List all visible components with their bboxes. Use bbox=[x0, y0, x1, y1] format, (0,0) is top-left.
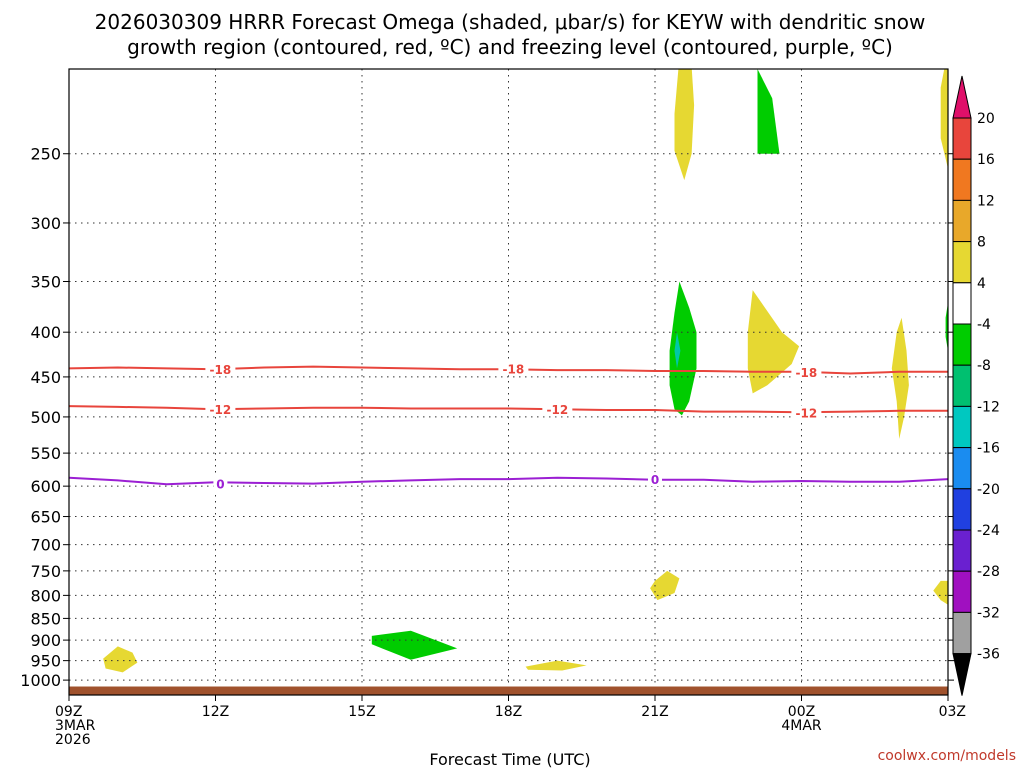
y-tick-label-850: 850 bbox=[30, 609, 61, 628]
omega-region-11 bbox=[103, 646, 138, 673]
omega-region-0 bbox=[674, 69, 695, 181]
y-tick-label-250: 250 bbox=[30, 145, 61, 164]
colorbar-label-2: 12 bbox=[977, 193, 995, 209]
y-tick-label-450: 450 bbox=[30, 368, 61, 387]
colorbar-label-9: -20 bbox=[977, 482, 1000, 498]
colorbar-label-1: 16 bbox=[977, 152, 995, 168]
colorbar-label-11: -28 bbox=[977, 564, 1000, 580]
x-tick-label-12-0: 21Z bbox=[641, 704, 668, 720]
contour-label--18: -18 bbox=[503, 362, 525, 376]
colorbar-label-0: 20 bbox=[977, 111, 995, 127]
y-tick-label-650: 650 bbox=[30, 508, 61, 527]
colorbar-label-3: 8 bbox=[977, 235, 986, 251]
omega-region-9 bbox=[933, 580, 948, 605]
credit-text[interactable]: coolwx.com/models bbox=[878, 748, 1016, 764]
colorbar-bin-9 bbox=[952, 488, 972, 531]
colorbar-bin-3 bbox=[952, 241, 972, 284]
contour-label-bg-0-1 bbox=[498, 361, 529, 376]
x-tick-label-18-0: 03Z bbox=[939, 704, 966, 720]
colorbar-bin-1 bbox=[952, 158, 972, 201]
x-tick-label-0-0: 09Z bbox=[55, 704, 82, 720]
contour-label-bg-0-0 bbox=[205, 362, 236, 377]
contour-label--12: -12 bbox=[796, 406, 818, 420]
colorbar-bin-6 bbox=[952, 364, 972, 407]
omega-region-2 bbox=[940, 69, 948, 169]
x-tick-label-3-0: 12Z bbox=[202, 704, 229, 720]
colorbar-label-8: -16 bbox=[977, 441, 1000, 457]
x-tick-label-15-0: 00Z bbox=[788, 704, 815, 720]
colorbar-label-10: -24 bbox=[977, 523, 1000, 539]
omega-region-1 bbox=[757, 69, 780, 154]
y-tick-label-950: 950 bbox=[30, 652, 61, 671]
chart-title-line-2: growth region (contoured, red, ºC) and f… bbox=[127, 35, 893, 59]
contour-label-bg-0-2 bbox=[791, 364, 822, 379]
omega-region-8 bbox=[650, 570, 680, 601]
y-tick-label-500: 500 bbox=[30, 408, 61, 427]
y-tick-label-400: 400 bbox=[30, 323, 61, 342]
y-tick-label-350: 350 bbox=[30, 272, 61, 291]
contour-label--12: -12 bbox=[210, 403, 232, 417]
x-tick-label-0-2: 2026 bbox=[55, 732, 91, 748]
contour-label-bg-1-2 bbox=[791, 405, 822, 420]
ground-surface bbox=[69, 686, 948, 695]
colorbar-bin-7 bbox=[952, 405, 972, 449]
omega-region-10 bbox=[371, 630, 458, 660]
omega-region-3 bbox=[669, 281, 697, 416]
chart-title-line-1: 2026030309 HRRR Forecast Omega (shaded, … bbox=[95, 10, 926, 34]
omega-region-5 bbox=[747, 290, 800, 394]
colorbar: 20 16 12 8 4 -4 -8 -12 -16 -20 -24 -28 -32 -36 bbox=[952, 75, 1000, 696]
colorbar-label-6: -8 bbox=[977, 358, 991, 374]
y-tick-label-550: 550 bbox=[30, 444, 61, 463]
colorbar-bin-10 bbox=[952, 529, 972, 572]
colorbar-label-5: -4 bbox=[977, 317, 991, 333]
colorbar-bin-11 bbox=[952, 570, 972, 613]
y-axis-ticks: 250 300 350 400 450 500 550 600 650 700 750 800 850 9… bbox=[20, 145, 954, 690]
x-tick-label-6-0: 15Z bbox=[348, 704, 375, 720]
omega-region-6 bbox=[891, 317, 909, 439]
colorbar-bin-12 bbox=[952, 611, 972, 655]
colorbar-label-4: 4 bbox=[977, 276, 986, 292]
contour-label-0: 0 bbox=[216, 478, 224, 492]
colorbar-bin-4 bbox=[952, 282, 972, 325]
colorbar-bin-8 bbox=[952, 447, 972, 490]
colorbar-bin-2 bbox=[952, 199, 972, 243]
contour-label-bg-2-1 bbox=[648, 472, 662, 487]
omega-region-4 bbox=[674, 332, 681, 369]
colorbar-label-7: -12 bbox=[977, 399, 1000, 415]
contour-label--12: -12 bbox=[546, 403, 568, 417]
contour-label-0: 0 bbox=[651, 473, 659, 487]
y-tick-label-750: 750 bbox=[30, 562, 61, 581]
x-tick-label-9-0: 18Z bbox=[495, 704, 522, 720]
y-tick-label-600: 600 bbox=[30, 477, 61, 496]
contour-label--18: -18 bbox=[796, 366, 818, 380]
colorbar-bin-5 bbox=[952, 323, 972, 366]
colorbar-top-arrow bbox=[952, 75, 972, 119]
y-tick-label-700: 700 bbox=[30, 536, 61, 555]
x-axis-label: Forecast Time (UTC) bbox=[429, 750, 590, 768]
temperature-contours: -18 -18 -18 -12 -12 -12 0 0 bbox=[68, 361, 949, 492]
contour-label-bg-2-0 bbox=[213, 476, 228, 491]
colorbar-bin-0 bbox=[952, 117, 972, 160]
colorbar-label-12: -32 bbox=[977, 605, 1000, 621]
colorbar-bottom-arrow bbox=[952, 653, 972, 696]
contour-label--18: -18 bbox=[210, 363, 232, 377]
omega-region-12 bbox=[525, 660, 587, 671]
grid-lines bbox=[69, 69, 948, 695]
y-tick-label-1000: 1000 bbox=[20, 671, 61, 690]
x-tick-label-15-1: 4MAR bbox=[781, 718, 822, 734]
colorbar-label-13: -36 bbox=[977, 647, 1000, 663]
omega-shaded-regions bbox=[103, 69, 948, 673]
y-tick-label-900: 900 bbox=[30, 631, 61, 650]
x-tick-label-0-1: 3MAR bbox=[55, 718, 96, 734]
y-tick-label-800: 800 bbox=[30, 586, 61, 605]
contour-label-bg-1-1 bbox=[542, 402, 573, 417]
contour-label-bg-1-0 bbox=[205, 402, 236, 417]
y-tick-label-300: 300 bbox=[30, 214, 61, 233]
